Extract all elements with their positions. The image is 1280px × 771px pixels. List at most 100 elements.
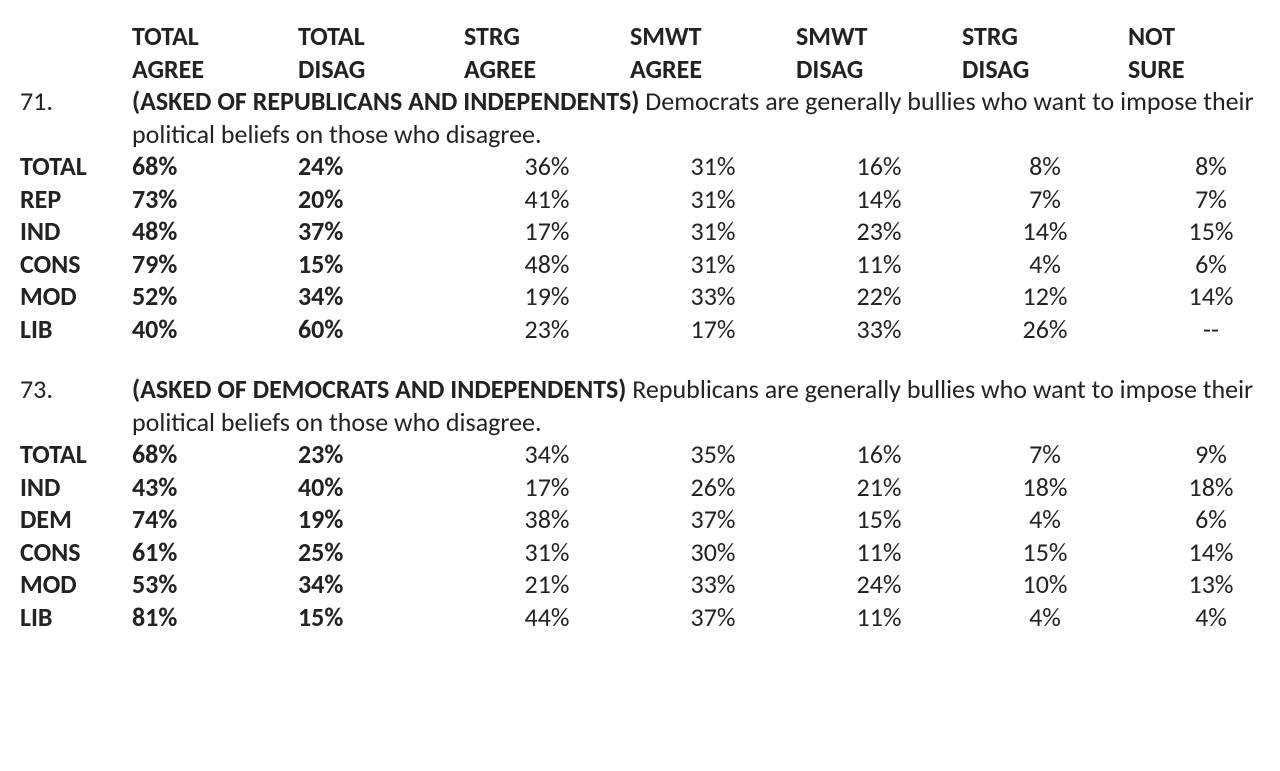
row-label: REP: [20, 183, 132, 216]
cell: 6%: [1128, 248, 1280, 281]
cell: 61%: [132, 536, 298, 569]
cell: 6%: [1128, 503, 1280, 536]
cell: 31%: [630, 215, 796, 248]
row-label: IND: [20, 471, 132, 504]
cell: 37%: [630, 601, 796, 634]
cell: 20%: [298, 183, 464, 216]
cell: 31%: [630, 183, 796, 216]
question-prefix: (ASKED OF REPUBLICANS AND INDEPENDENTS): [132, 85, 639, 117]
row-label: TOTAL: [20, 150, 132, 183]
cell: 14%: [1128, 280, 1280, 313]
row-label: DEM: [20, 503, 132, 536]
col-header: AGREE: [464, 53, 630, 86]
table-row: CONS 61% 25% 31% 30% 11% 15% 14%: [20, 536, 1280, 569]
header-row-2: AGREE DISAG AGREE AGREE DISAG DISAG SURE: [20, 53, 1280, 86]
cell: 14%: [962, 215, 1128, 248]
cell: 15%: [796, 503, 962, 536]
cell: 15%: [962, 536, 1128, 569]
col-header: AGREE: [132, 53, 298, 86]
cell: 12%: [962, 280, 1128, 313]
cell: 14%: [1128, 536, 1280, 569]
row-label: IND: [20, 215, 132, 248]
col-header: AGREE: [630, 53, 796, 86]
col-header: NOT: [1128, 20, 1280, 53]
cell: 68%: [132, 438, 298, 471]
cell: --: [1128, 313, 1280, 346]
col-header: SURE: [1128, 53, 1280, 86]
table-row: REP 73% 20% 41% 31% 14% 7% 7%: [20, 183, 1280, 216]
cell: 73%: [132, 183, 298, 216]
cell: 7%: [1128, 183, 1280, 216]
survey-table: TOTAL TOTAL STRG SMWT SMWT STRG NOT AGRE…: [20, 20, 1280, 633]
col-header: TOTAL: [298, 20, 464, 53]
cell: 14%: [796, 183, 962, 216]
cell: 31%: [630, 248, 796, 281]
cell: 4%: [962, 503, 1128, 536]
row-label: TOTAL: [20, 438, 132, 471]
cell: 34%: [298, 280, 464, 313]
question-prefix: (ASKED OF DEMOCRATS AND INDEPENDENTS): [132, 373, 626, 405]
cell: 31%: [630, 150, 796, 183]
cell: 15%: [298, 601, 464, 634]
cell: 4%: [962, 601, 1128, 634]
cell: 19%: [464, 280, 630, 313]
cell: 19%: [298, 503, 464, 536]
cell: 33%: [630, 568, 796, 601]
cell: 24%: [298, 150, 464, 183]
question-row: 73. (ASKED OF DEMOCRATS AND INDEPENDENTS…: [20, 373, 1280, 438]
row-label: MOD: [20, 280, 132, 313]
question-row: 71. (ASKED OF REPUBLICANS AND INDEPENDEN…: [20, 85, 1280, 150]
cell: 36%: [464, 150, 630, 183]
cell: 37%: [630, 503, 796, 536]
cell: 44%: [464, 601, 630, 634]
question-number: 73.: [20, 373, 132, 438]
cell: 16%: [796, 438, 962, 471]
cell: 4%: [962, 248, 1128, 281]
cell: 74%: [132, 503, 298, 536]
cell: 4%: [1128, 601, 1280, 634]
col-header: DISAG: [796, 53, 962, 86]
cell: 34%: [464, 438, 630, 471]
cell: 17%: [464, 215, 630, 248]
cell: 10%: [962, 568, 1128, 601]
row-label: LIB: [20, 601, 132, 634]
cell: 24%: [796, 568, 962, 601]
cell: 17%: [464, 471, 630, 504]
cell: 17%: [630, 313, 796, 346]
col-header: STRG: [464, 20, 630, 53]
col-header: STRG: [962, 20, 1128, 53]
row-label: CONS: [20, 536, 132, 569]
cell: 13%: [1128, 568, 1280, 601]
row-label: CONS: [20, 248, 132, 281]
question-number: 71.: [20, 85, 132, 150]
cell: 22%: [796, 280, 962, 313]
col-header: SMWT: [630, 20, 796, 53]
cell: 7%: [962, 183, 1128, 216]
cell: 68%: [132, 150, 298, 183]
cell: 33%: [796, 313, 962, 346]
cell: 7%: [962, 438, 1128, 471]
cell: 11%: [796, 601, 962, 634]
cell: 25%: [298, 536, 464, 569]
col-header: DISAG: [962, 53, 1128, 86]
cell: 15%: [1128, 215, 1280, 248]
cell: 37%: [298, 215, 464, 248]
cell: 41%: [464, 183, 630, 216]
cell: 21%: [464, 568, 630, 601]
cell: 81%: [132, 601, 298, 634]
table-row: DEM 74% 19% 38% 37% 15% 4% 6%: [20, 503, 1280, 536]
cell: 15%: [298, 248, 464, 281]
col-header: DISAG: [298, 53, 464, 86]
cell: 23%: [298, 438, 464, 471]
table-row: MOD 52% 34% 19% 33% 22% 12% 14%: [20, 280, 1280, 313]
cell: 18%: [962, 471, 1128, 504]
cell: 31%: [464, 536, 630, 569]
cell: 8%: [962, 150, 1128, 183]
col-header: SMWT: [796, 20, 962, 53]
cell: 43%: [132, 471, 298, 504]
cell: 16%: [796, 150, 962, 183]
cell: 40%: [132, 313, 298, 346]
cell: 23%: [796, 215, 962, 248]
cell: 34%: [298, 568, 464, 601]
cell: 48%: [464, 248, 630, 281]
